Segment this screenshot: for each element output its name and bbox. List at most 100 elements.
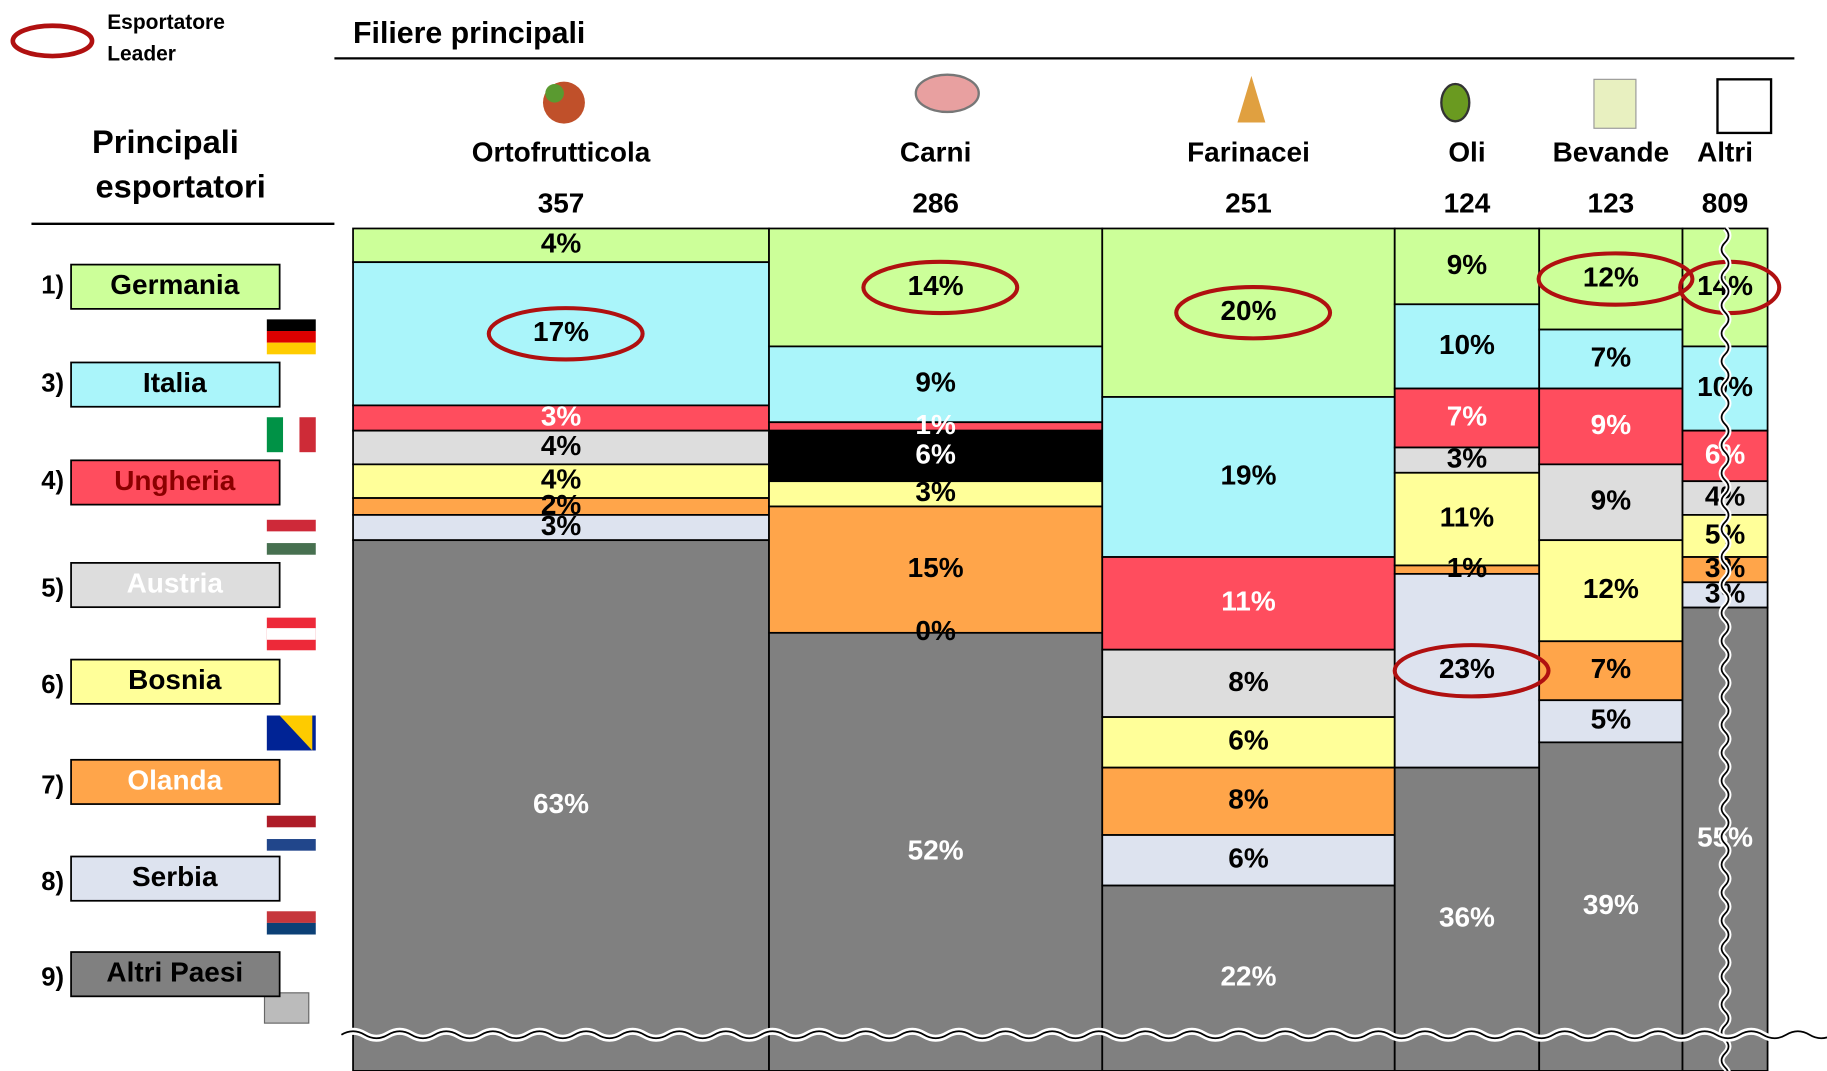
legend-rank: 3) bbox=[41, 369, 64, 397]
legend-rank: 8) bbox=[41, 868, 64, 896]
leader-note: Esportatore bbox=[107, 11, 225, 34]
leader-note: Leader bbox=[107, 42, 176, 65]
legend-label: Serbia bbox=[132, 861, 218, 892]
axis-break bbox=[1720, 227, 1730, 1071]
category-label: Farinacei bbox=[1187, 136, 1310, 167]
value-label: 22% bbox=[1221, 961, 1277, 992]
legend-label: Bosnia bbox=[128, 664, 222, 695]
value-label: 63% bbox=[533, 788, 589, 819]
legend-title: Principali bbox=[92, 123, 239, 160]
value-label: 9% bbox=[1591, 485, 1632, 516]
leader-ring bbox=[861, 259, 1020, 316]
value-label: 39% bbox=[1583, 889, 1639, 920]
segment bbox=[768, 631, 1104, 1071]
value-label: 11% bbox=[1221, 586, 1276, 617]
legend-label: Olanda bbox=[127, 764, 222, 795]
value-label: 3% bbox=[915, 476, 956, 507]
value-label: 7% bbox=[1447, 400, 1488, 431]
legend-swatch bbox=[70, 361, 281, 408]
legend-rank: 1) bbox=[41, 272, 64, 300]
segment bbox=[1538, 741, 1684, 1071]
legend-rank: 9) bbox=[41, 964, 64, 992]
segment bbox=[352, 261, 770, 407]
legend-label: Austria bbox=[127, 567, 224, 598]
legend-label: Ungheria bbox=[114, 465, 236, 496]
leader-ring bbox=[486, 306, 645, 362]
legend-swatch bbox=[70, 562, 281, 609]
segment bbox=[768, 505, 1104, 634]
value-label: 9% bbox=[915, 367, 956, 398]
segment bbox=[768, 345, 1104, 424]
category-total: 124 bbox=[1444, 188, 1491, 219]
value-label: 10% bbox=[1439, 329, 1495, 360]
icons bbox=[542, 73, 1773, 135]
value-label: 36% bbox=[1439, 902, 1495, 933]
segment bbox=[1101, 227, 1396, 398]
value-label: 5% bbox=[1591, 704, 1632, 735]
legend-swatch bbox=[70, 658, 281, 705]
value-label: 8% bbox=[1228, 666, 1269, 697]
value-label: 12% bbox=[1583, 261, 1639, 292]
legend-rank: 4) bbox=[41, 467, 64, 495]
category-total: 251 bbox=[1225, 188, 1272, 219]
value-label: 1% bbox=[1447, 552, 1488, 583]
value-label: 3% bbox=[541, 400, 582, 431]
value-label: 9% bbox=[1447, 249, 1488, 280]
overlay: Ortofrutticola3574%17%3%4%4%2%3%63%Carni… bbox=[339, 136, 1827, 1071]
legend-rank: 7) bbox=[41, 771, 64, 799]
category-total: 357 bbox=[538, 188, 585, 219]
leader-ring bbox=[1536, 251, 1695, 307]
category-label: Altri bbox=[1697, 136, 1753, 167]
plot bbox=[352, 227, 1769, 1071]
legend-swatch bbox=[70, 758, 281, 805]
category-label: Oli bbox=[1448, 136, 1485, 167]
leader-icon bbox=[10, 23, 95, 59]
value-label: 15% bbox=[908, 552, 964, 583]
legend-title: esportatori bbox=[95, 167, 265, 204]
value-label: 52% bbox=[908, 834, 964, 865]
legend-label: Altri Paesi bbox=[106, 957, 243, 988]
value-label: 4% bbox=[541, 430, 582, 461]
category-total: 123 bbox=[1588, 188, 1635, 219]
segment bbox=[1101, 716, 1396, 769]
value-label: 9% bbox=[1591, 409, 1632, 440]
leader-ring bbox=[1392, 643, 1551, 699]
segment bbox=[1101, 396, 1396, 558]
legend-label: Germania bbox=[110, 269, 239, 300]
category-label: Ortofrutticola bbox=[472, 136, 651, 167]
legend-swatch bbox=[70, 459, 281, 506]
segment bbox=[352, 404, 770, 432]
legend-swatch bbox=[70, 263, 281, 310]
value-label: 3% bbox=[541, 510, 582, 541]
value-label: 7% bbox=[1591, 341, 1632, 372]
legend-label: Italia bbox=[143, 367, 207, 398]
segment bbox=[1538, 227, 1684, 331]
segment bbox=[1101, 556, 1396, 651]
category-label: Carni bbox=[900, 136, 971, 167]
segment bbox=[352, 463, 770, 499]
axis-break bbox=[340, 1030, 1827, 1040]
segment bbox=[1393, 227, 1541, 306]
chart-title: Filiere principali bbox=[353, 17, 585, 50]
legend-rank: 5) bbox=[41, 574, 64, 602]
segment bbox=[1101, 834, 1396, 887]
value-label: 12% bbox=[1583, 573, 1639, 604]
segment bbox=[1393, 766, 1541, 1071]
value-label: 7% bbox=[1591, 653, 1632, 684]
legend-swatch bbox=[70, 855, 281, 902]
value-label: 6% bbox=[1228, 843, 1269, 874]
segment bbox=[352, 429, 770, 466]
segment bbox=[352, 539, 770, 1071]
value-label: 20% bbox=[1221, 295, 1277, 326]
segment bbox=[1538, 463, 1684, 542]
value-label: 1% bbox=[915, 409, 956, 440]
value-label: 11% bbox=[1440, 502, 1495, 533]
value-label: 4% bbox=[541, 464, 582, 495]
value-label: 8% bbox=[1228, 784, 1269, 815]
value-label: 6% bbox=[915, 438, 956, 469]
value-label: 6% bbox=[1228, 725, 1269, 756]
value-label: 19% bbox=[1221, 459, 1277, 490]
value-label: 4% bbox=[541, 228, 582, 259]
value-label: 0% bbox=[915, 615, 956, 646]
